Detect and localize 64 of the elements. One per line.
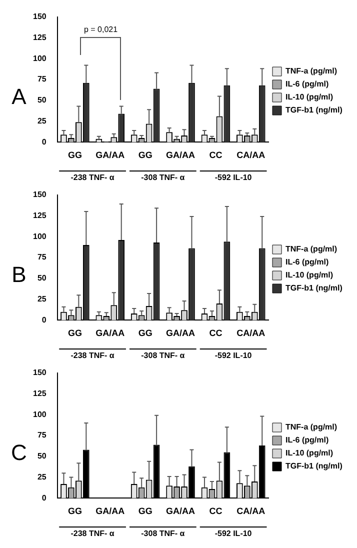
legend-label: IL-6 (pg/ml): [286, 436, 329, 445]
legend-label: IL-6 (pg/ml): [286, 258, 329, 267]
legend-label: TNF-a (pg/ml): [286, 244, 338, 254]
x-tick-label: GA/AA: [166, 328, 196, 338]
y-tick-label: 0: [42, 493, 47, 502]
text: -238 TNF- α: [70, 529, 114, 538]
y-tick-label: 50: [37, 452, 47, 461]
x-tick-label: CC: [209, 328, 223, 338]
y-tick-label: 75: [37, 74, 47, 84]
legend-label: TGF-b1 (ng/ml): [286, 106, 343, 115]
y-tick-label: 100: [32, 54, 47, 63]
x-tick-label: CA/AA: [236, 328, 266, 338]
x-tick-label: CC: [209, 150, 223, 160]
x-tick-label: GG: [138, 328, 152, 338]
text: -592 IL-10: [214, 529, 252, 538]
y-tick-label: 75: [37, 430, 47, 440]
legend-label: IL-10 (pg/ml): [286, 448, 334, 458]
text: B: [10, 262, 28, 288]
text: -238 TNF- α: [70, 351, 114, 360]
y-tick-label: 25: [37, 472, 47, 482]
legend-label: TGF-b1 (ng/ml): [286, 284, 343, 293]
y-tick-label: 150: [32, 368, 47, 378]
y-tick-label: 0: [42, 315, 47, 324]
x-tick-label: GA/AA: [96, 506, 126, 516]
x-tick-label: CC: [209, 506, 223, 516]
y-tick-label: 150: [32, 12, 47, 22]
text: -592 IL-10: [214, 173, 252, 182]
x-tick-label: GG: [138, 150, 152, 160]
y-tick-label: 50: [37, 274, 47, 283]
text: -308 TNF- α: [141, 351, 185, 360]
x-tick-label: GA/AA: [96, 328, 126, 338]
y-tick-label: 100: [32, 232, 47, 241]
y-tick-label: 25: [37, 116, 47, 126]
text: C: [10, 440, 28, 466]
legend-label: TGF-b1 (ng/ml): [286, 462, 343, 471]
text: -308 TNF- α: [141, 529, 185, 538]
text: -592 IL-10: [214, 351, 252, 360]
x-tick-label: GG: [138, 506, 152, 516]
x-tick-label: GA/AA: [166, 150, 196, 160]
x-tick-label: CA/AA: [236, 150, 266, 160]
legend-label: IL-10 (pg/ml): [286, 92, 334, 102]
y-tick-label: 0: [42, 137, 47, 146]
legend-label: IL-6 (pg/ml): [286, 80, 329, 89]
y-tick-label: 100: [32, 410, 47, 419]
y-tick-label: 25: [37, 294, 47, 304]
y-tick-label: 125: [32, 210, 47, 220]
x-tick-label: GA/AA: [166, 506, 196, 516]
legend-label: TNF-a (pg/ml): [286, 422, 338, 432]
x-tick-label: CA/AA: [236, 506, 266, 516]
text: A: [10, 84, 28, 110]
y-tick-label: 125: [32, 32, 47, 42]
x-tick-label: GG: [68, 328, 82, 338]
x-tick-label: GA/AA: [96, 150, 126, 160]
y-tick-label: 75: [37, 252, 47, 262]
x-tick-label: GG: [68, 506, 82, 516]
x-tick-label: GG: [68, 150, 82, 160]
y-tick-label: 150: [32, 190, 47, 200]
legend-label: IL-10 (pg/ml): [286, 270, 334, 280]
y-tick-label: 125: [32, 388, 47, 398]
annotation: p = 0,021: [82, 25, 119, 36]
text: -238 TNF- α: [70, 173, 114, 182]
legend-label: TNF-a (pg/ml): [286, 66, 338, 76]
y-tick-label: 50: [37, 96, 47, 105]
text: -308 TNF- α: [141, 173, 185, 182]
